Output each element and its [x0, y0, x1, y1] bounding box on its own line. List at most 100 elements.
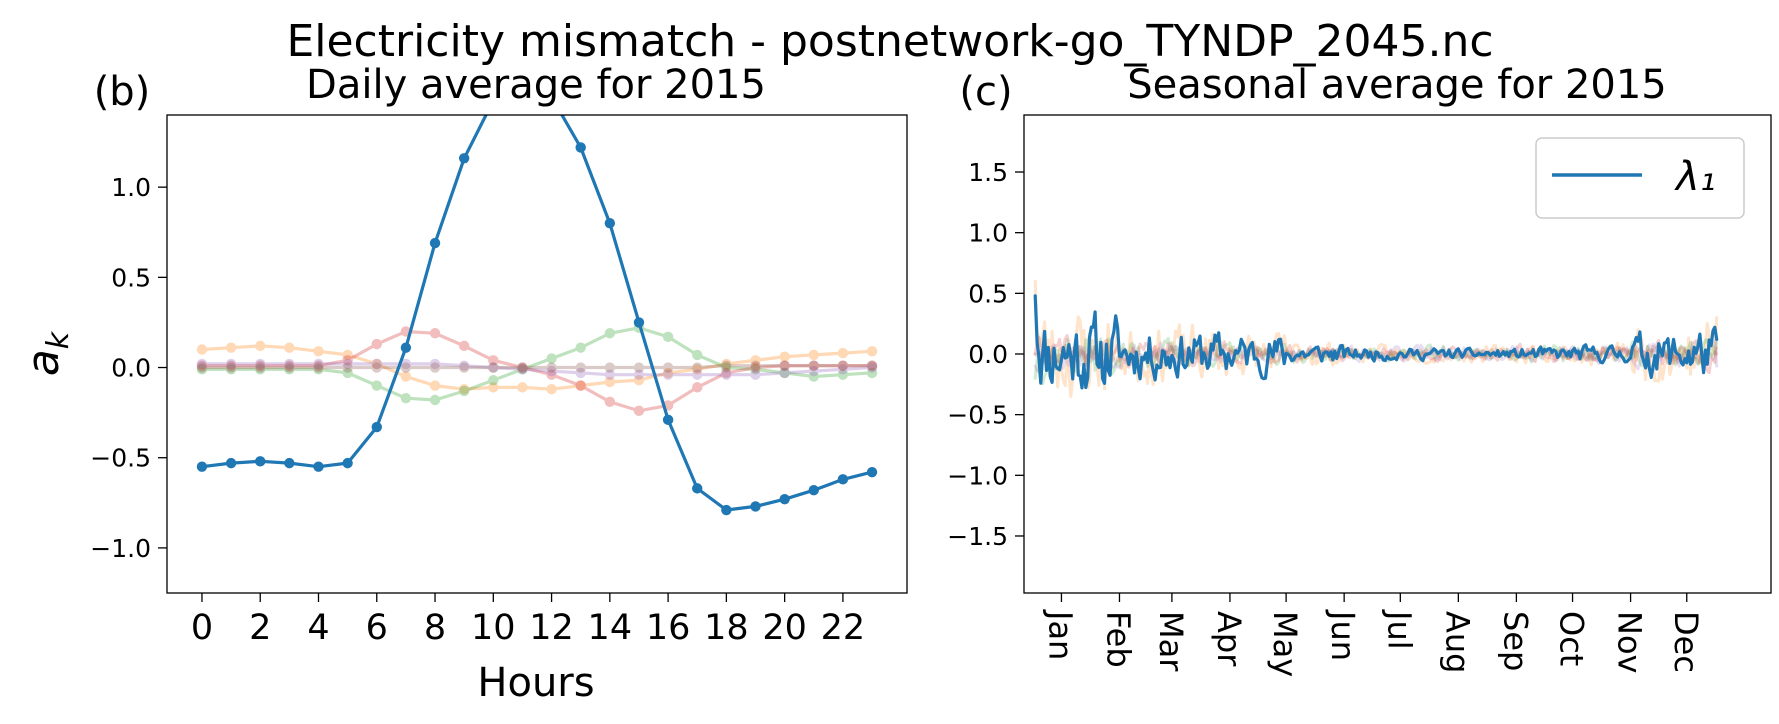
- daily-data-point: [633, 362, 645, 373]
- daily-data-point: [284, 360, 295, 371]
- daily-data-point: [517, 362, 528, 373]
- daily-data-point: [692, 369, 703, 380]
- daily-x-tick-label: 6: [366, 608, 388, 648]
- daily-data-point: [837, 364, 849, 375]
- daily-series-line: [200, 364, 874, 370]
- daily-data-point: [662, 367, 674, 379]
- daily-data-point: [662, 414, 674, 426]
- daily-x-tick-label: 14: [588, 608, 633, 648]
- daily-data-point: [575, 380, 586, 391]
- seasonal-x-tick-label: Feb: [1099, 611, 1137, 668]
- daily-series-line: [200, 115, 874, 512]
- daily-x-tick-label: 22: [821, 608, 866, 648]
- daily-data-point: [779, 367, 790, 379]
- daily-data-point: [692, 364, 703, 375]
- daily-data-point: [255, 360, 266, 371]
- daily-data-point: [488, 362, 499, 373]
- daily-data-point: [284, 358, 295, 370]
- daily-data-point: [604, 362, 616, 373]
- seasonal-series-line-0: [1033, 294, 1719, 390]
- daily-y-tick-label: 0.0: [111, 354, 151, 383]
- daily-series-line: [200, 329, 874, 413]
- daily-data-point: [488, 362, 499, 373]
- daily-data-point: [866, 360, 878, 371]
- daily-data-point: [196, 461, 208, 472]
- daily-series-1: [196, 340, 878, 395]
- daily-data-point: [225, 457, 237, 469]
- daily-data-point: [692, 483, 703, 494]
- daily-data-point: [662, 331, 674, 343]
- daily-data-point: [575, 367, 586, 379]
- seasonal-x-tick-label: Apr: [1210, 611, 1248, 667]
- daily-data-point: [342, 457, 353, 469]
- daily-data-point: [750, 369, 761, 380]
- seasonal-x-tick-label: Mar: [1152, 611, 1190, 672]
- daily-data-point: [458, 383, 470, 395]
- daily-x-tick-label: 20: [762, 608, 807, 648]
- daily-data-point: [371, 380, 382, 391]
- daily-series-line: [200, 326, 874, 402]
- daily-data-point: [225, 360, 237, 371]
- daily-data-point: [721, 504, 732, 516]
- seasonal-y-tick-label: −1.5: [947, 522, 1008, 551]
- daily-data-point: [546, 365, 557, 377]
- daily-data-point: [866, 466, 878, 478]
- daily-data-point: [429, 394, 441, 406]
- daily-x-axis-label: Hours: [477, 660, 594, 706]
- daily-data-point: [721, 369, 732, 380]
- daily-data-point: [604, 369, 616, 380]
- daily-data-point: [604, 218, 616, 229]
- daily-data-point: [633, 374, 645, 386]
- daily-data-point: [225, 364, 237, 375]
- daily-data-point: [400, 362, 412, 373]
- daily-data-point: [284, 364, 295, 375]
- daily-x-tick-label: 2: [249, 608, 271, 648]
- seasonal-y-tick-label: 0.5: [968, 279, 1008, 308]
- daily-data-point: [837, 360, 849, 371]
- daily-data-point: [458, 340, 470, 352]
- daily-data-point: [458, 362, 470, 373]
- daily-data-point: [342, 367, 353, 379]
- daily-data-point: [721, 358, 732, 370]
- daily-data-point: [342, 355, 353, 366]
- daily-data-point: [196, 358, 208, 370]
- daily-data-point: [458, 385, 470, 397]
- daily-data-point: [750, 360, 761, 371]
- daily-data-point: [779, 494, 790, 505]
- daily-data-point: [721, 367, 732, 379]
- daily-data-point: [750, 501, 761, 512]
- daily-data-point: [196, 360, 208, 371]
- daily-data-point: [313, 461, 324, 472]
- daily-data-point: [866, 362, 878, 373]
- daily-y-axis-label: ak: [18, 330, 76, 376]
- daily-data-point: [429, 362, 441, 373]
- daily-data-point: [429, 237, 441, 249]
- legend-label-lambda1: λ₁: [1674, 154, 1716, 200]
- daily-data-point: [313, 358, 324, 370]
- seasonal-x-tick-label: Nov: [1611, 611, 1649, 673]
- daily-data-point: [371, 358, 382, 370]
- daily-data-point: [196, 362, 208, 373]
- seasonal-plot-frame: [1023, 114, 1772, 594]
- seasonal-y-tick-label: −0.5: [947, 401, 1008, 430]
- daily-series-0: [196, 115, 878, 516]
- daily-data-point: [779, 367, 790, 379]
- daily-data-point: [662, 362, 674, 373]
- daily-data-point: [750, 362, 761, 373]
- daily-data-point: [633, 369, 645, 380]
- daily-data-point: [313, 360, 324, 371]
- daily-x-tick-label: 10: [471, 608, 516, 648]
- daily-data-point: [692, 349, 703, 361]
- daily-x-tick-label: 0: [191, 608, 213, 648]
- daily-data-point: [284, 362, 295, 373]
- daily-series-line: [200, 362, 874, 377]
- daily-data-point: [633, 405, 645, 417]
- daily-data-point: [604, 328, 616, 339]
- daily-data-point: [371, 338, 382, 350]
- daily-data-point: [750, 355, 761, 366]
- seasonal-x-tick-label: Oct: [1553, 611, 1591, 666]
- daily-data-point: [225, 362, 237, 373]
- daily-series-4: [196, 358, 878, 380]
- daily-data-point: [517, 362, 528, 373]
- daily-data-point: [546, 383, 557, 395]
